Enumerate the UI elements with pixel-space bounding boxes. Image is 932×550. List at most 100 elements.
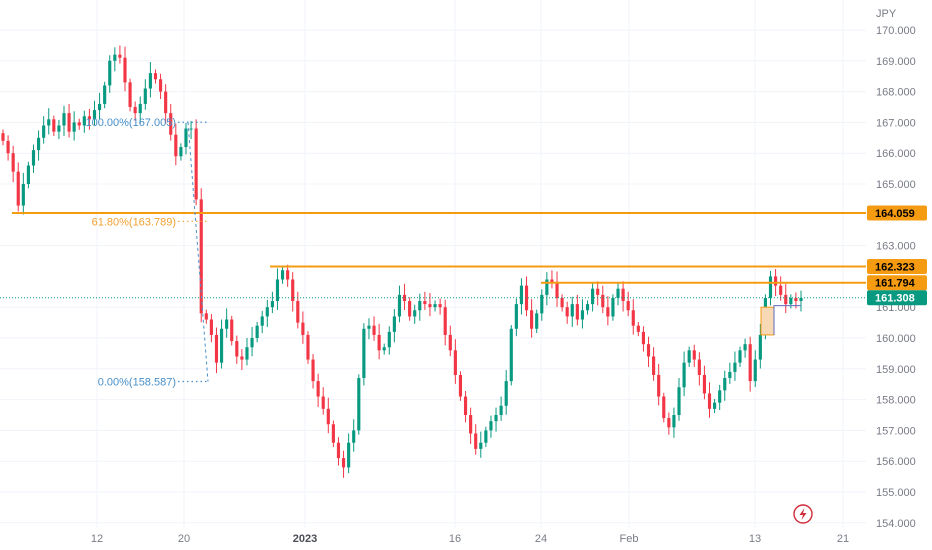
- time-axis[interactable]: 12 20 2023 16 24 Feb 13 21: [91, 533, 849, 545]
- candle: [87, 108, 91, 130]
- candle-body: [250, 338, 254, 348]
- candle: [504, 370, 508, 415]
- candle-body: [631, 310, 635, 326]
- candle: [377, 323, 381, 360]
- candle: [219, 319, 224, 369]
- candle: [169, 103, 173, 141]
- candles-layer: [1, 45, 803, 478]
- currency-label: JPY: [876, 8, 897, 20]
- lines-layer: 100.00%(167.005) 61.80%(163.789) 0.00%(158…: [0, 117, 866, 389]
- candle-body: [382, 347, 386, 351]
- price-tick-label: 169.000: [876, 56, 916, 68]
- price-tags: 164.059 162.323 161.794 161.308: [867, 205, 927, 306]
- candle: [453, 339, 457, 384]
- candle-body: [194, 128, 198, 200]
- candle-body: [397, 294, 402, 317]
- candle: [77, 118, 81, 130]
- candle: [489, 415, 493, 438]
- candle: [438, 298, 442, 315]
- candle-body: [499, 405, 503, 415]
- candle-body: [774, 276, 778, 286]
- candle-body: [230, 319, 234, 342]
- candle-body: [646, 344, 651, 357]
- candle: [194, 119, 198, 206]
- candle-body: [286, 270, 290, 280]
- candle: [591, 283, 595, 312]
- candle-body: [296, 301, 300, 323]
- candle-body: [392, 316, 396, 332]
- range-box[interactable]: [760, 306, 775, 336]
- price-tick-label: 154.000: [876, 518, 916, 530]
- candle-body: [16, 171, 20, 206]
- candle-body: [428, 304, 432, 308]
- candle: [92, 100, 97, 126]
- candle: [352, 419, 356, 452]
- candle-body: [616, 288, 620, 298]
- candle: [692, 344, 696, 367]
- candle-body: [799, 297, 803, 302]
- time-tick-label: 12: [91, 533, 103, 545]
- candle: [540, 289, 544, 321]
- candle-body: [606, 307, 610, 317]
- candle-body: [469, 415, 473, 434]
- candle-body: [108, 60, 112, 86]
- time-tick-label: 2023: [293, 533, 317, 545]
- candle-body: [463, 396, 468, 415]
- candle-body: [301, 322, 305, 335]
- candle: [733, 351, 737, 381]
- candle-body: [641, 331, 646, 345]
- candle-body: [453, 350, 457, 375]
- candle: [784, 283, 788, 314]
- price-tick-label: 165.000: [876, 179, 916, 191]
- candle-body: [662, 396, 666, 419]
- candle-body: [82, 116, 86, 126]
- candle: [413, 304, 417, 324]
- candle: [336, 437, 341, 466]
- candle: [596, 281, 600, 306]
- candle: [179, 143, 183, 161]
- replay-button[interactable]: [793, 504, 813, 524]
- candle-body: [448, 334, 452, 351]
- fib-trend-line[interactable]: [187, 122, 209, 382]
- candle: [280, 266, 285, 284]
- candle: [62, 105, 66, 136]
- price-tick-label: 158.000: [876, 395, 916, 407]
- candle-body: [219, 328, 224, 363]
- candle-body: [743, 344, 747, 351]
- candle-body: [189, 128, 193, 130]
- price-tick-label: 166.000: [876, 148, 916, 160]
- price-tag: 161.794: [867, 275, 927, 291]
- candle: [397, 285, 402, 323]
- candle-body: [240, 356, 244, 360]
- candle-body: [143, 88, 147, 104]
- time-tick-label: Feb: [620, 533, 639, 545]
- candle: [779, 276, 783, 301]
- candle: [687, 346, 691, 367]
- candle-body: [550, 279, 554, 283]
- candle: [652, 347, 656, 381]
- candle: [616, 283, 620, 306]
- candle: [1, 129, 5, 146]
- candle: [789, 294, 793, 309]
- candle: [143, 79, 147, 110]
- candle-body: [408, 301, 412, 317]
- candle-body: [138, 103, 142, 114]
- candle: [16, 162, 20, 212]
- price-axis[interactable]: JPY 170.000 169.000 168.000 167.000 166.000 1…: [876, 8, 916, 530]
- range-marker: [773, 305, 801, 335]
- candle: [580, 299, 585, 329]
- candle: [682, 351, 686, 397]
- candle-body: [199, 199, 203, 314]
- candle: [372, 316, 376, 341]
- candle: [697, 352, 701, 386]
- candle: [341, 450, 346, 478]
- candle-body: [153, 73, 158, 80]
- candle-body: [479, 442, 483, 449]
- candle-body: [31, 150, 36, 166]
- candle: [245, 338, 249, 366]
- candle: [240, 349, 244, 371]
- candle-body: [164, 91, 168, 114]
- candle-body: [504, 381, 508, 406]
